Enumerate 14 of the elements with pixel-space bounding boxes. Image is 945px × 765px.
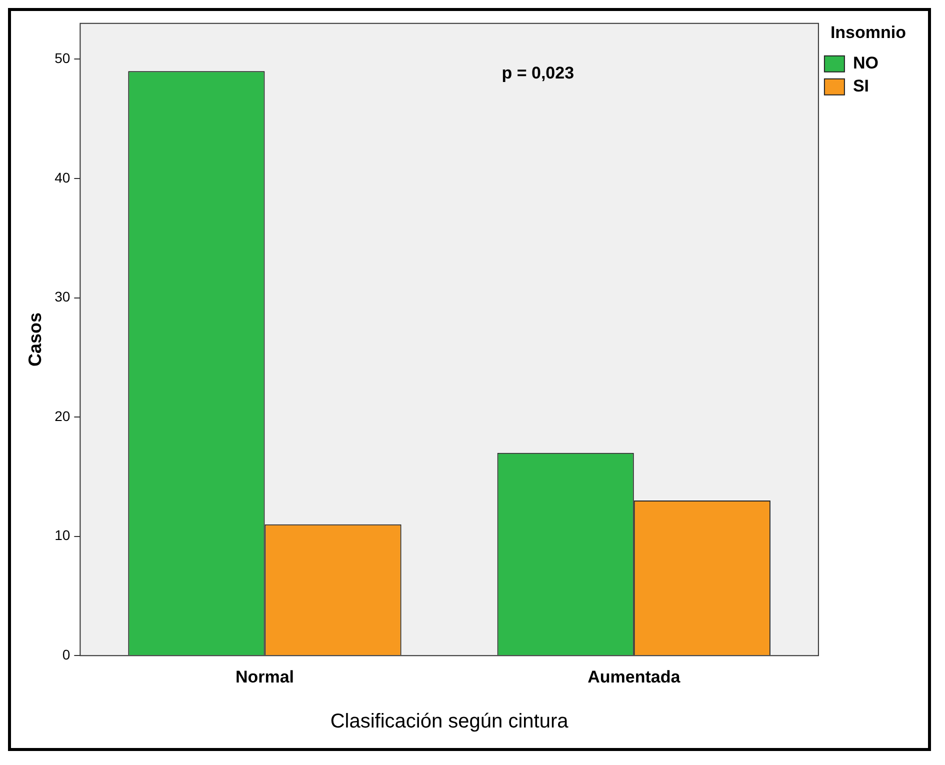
y-tick-label: 50 (54, 50, 70, 66)
x-tick-label: Normal (235, 667, 294, 686)
y-axis-title: Casos (24, 312, 45, 367)
annotation: p = 0,023 (502, 64, 574, 83)
y-tick-label: 20 (54, 408, 70, 424)
legend-label: SI (852, 76, 870, 96)
y-tick-label: 30 (54, 288, 70, 305)
legend-title: Insomnio (830, 23, 906, 42)
x-tick-label: Aumentada (588, 667, 681, 686)
x-axis-title: Clasificación según cintura (330, 710, 570, 733)
y-tick-label: 10 (54, 527, 70, 544)
legend-label: NO (852, 54, 878, 73)
y-tick-label: 0 (62, 646, 70, 662)
y-tick-label: 40 (54, 169, 70, 186)
